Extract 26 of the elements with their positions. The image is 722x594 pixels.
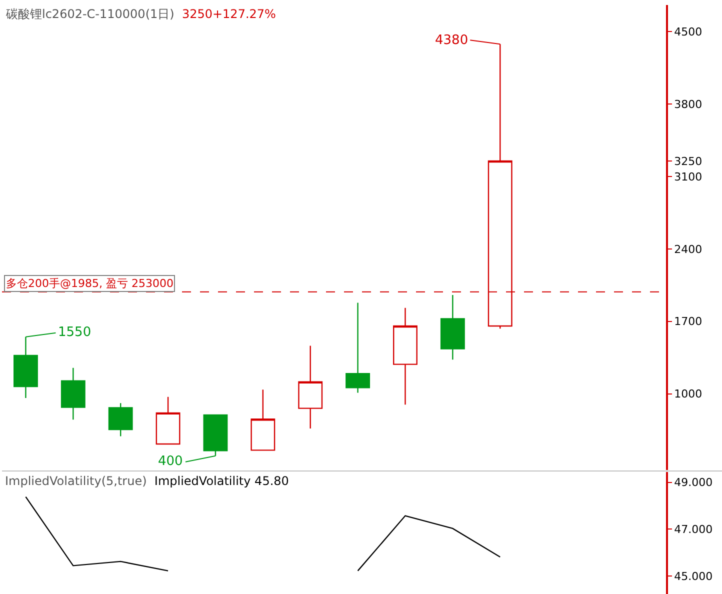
- chart-subtitle: 3250+127.27%: [182, 7, 276, 21]
- y-tick-label: 45.000: [674, 570, 713, 583]
- y-tick-label: 4500: [674, 26, 702, 38]
- candlestick: [156, 396, 180, 445]
- y-tick-label: 49.000: [674, 476, 713, 490]
- candlestick: [346, 302, 370, 394]
- candlestick: [60, 367, 86, 420]
- y-tick-label: 3100: [674, 170, 702, 184]
- y-tick-label: 3800: [674, 98, 702, 111]
- y-tick-label: 2400: [674, 242, 702, 256]
- y-tick-label: 3250: [674, 154, 702, 168]
- candlestick: [393, 307, 418, 406]
- annotation: 400: [158, 454, 183, 469]
- annotation: 1550: [58, 325, 92, 340]
- y-tick-label: 47.000: [674, 522, 713, 536]
- candlestick: [298, 345, 323, 430]
- annotation: 4380: [435, 33, 468, 48]
- y-tick-label: 1000: [674, 388, 702, 401]
- chart-title: ImpliedVolatility(5,true): [5, 474, 147, 488]
- candlestick: [108, 402, 133, 437]
- candlestick: [440, 294, 465, 360]
- candlestick: [250, 389, 276, 451]
- y-tick-label: 1700: [674, 315, 702, 328]
- chart-subtitle: ImpliedVolatility 45.80: [154, 474, 289, 488]
- ref-line-label: 多仓200手@1985, 盈亏 253000: [6, 277, 174, 290]
- chart-title: 碳酸锂lc2602-C-110000(1日): [6, 7, 174, 21]
